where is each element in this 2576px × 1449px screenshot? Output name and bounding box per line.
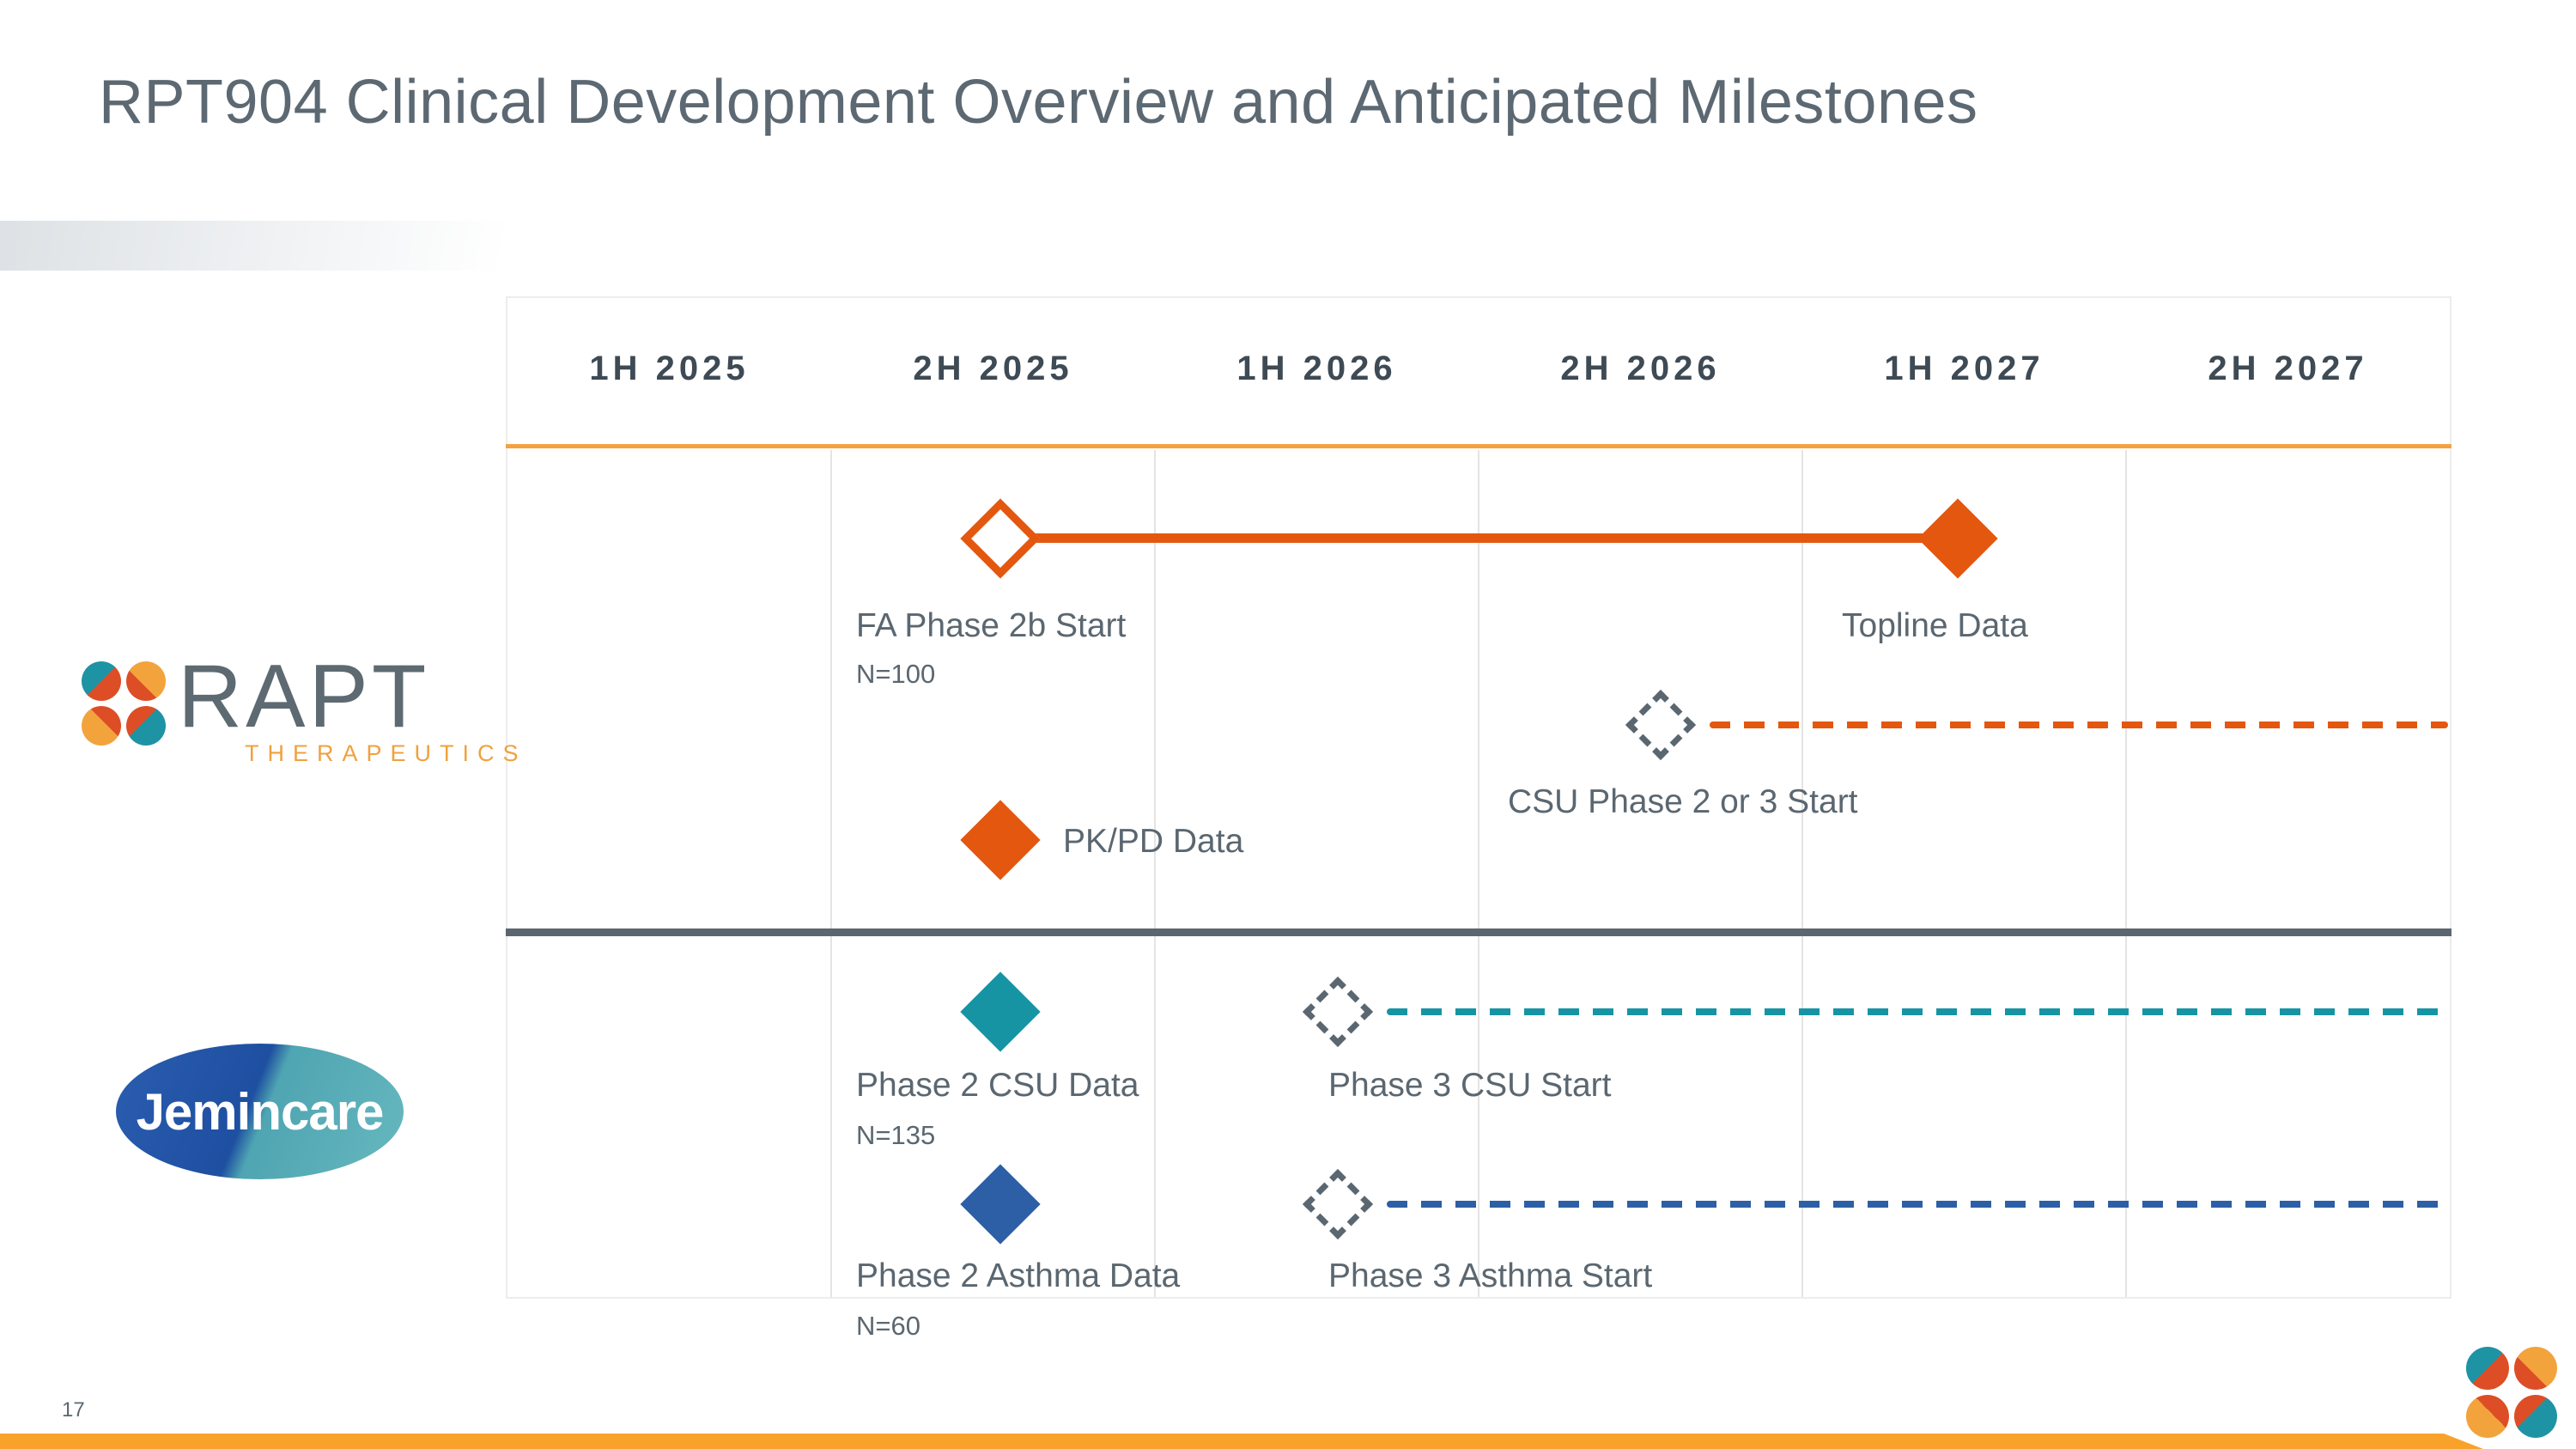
phase2-asthma-data-label: Phase 2 Asthma Data	[856, 1257, 1181, 1294]
pkpd-data-label: PK/PD Data	[1063, 823, 1244, 860]
column-gridline	[2125, 450, 2127, 1297]
column-gridline	[1478, 450, 1479, 1297]
rapt-dot-teal-icon	[82, 661, 121, 701]
phase2-asthma-n-label: N=60	[856, 1311, 920, 1341]
rapt-dot-teal-icon	[2466, 1347, 2509, 1390]
page-title: RPT904 Clinical Development Overview and…	[99, 68, 1978, 137]
topline-data-diamond-icon	[1917, 498, 1998, 579]
rapt-dot-amber-icon	[2514, 1347, 2557, 1390]
period-header-1h2027: 1H 2027	[1884, 350, 2044, 387]
title-band-shadow	[0, 221, 816, 271]
csu-phase-2-or-3-start-dashed-diamond-icon	[1625, 689, 1697, 761]
rapt-dot-teal-icon	[2514, 1395, 2557, 1438]
period-header-2h2027: 2H 2027	[2208, 350, 2368, 387]
timeline-header-rule	[506, 444, 2451, 448]
phase2-csu-data-label: Phase 2 CSU Data	[856, 1067, 1139, 1104]
jemincare-wordmark: Jemincare	[136, 1082, 385, 1141]
csu-phase-2-or-3-start-label: CSU Phase 2 or 3 Start	[1508, 783, 1858, 820]
rapt-therapeutics-subtitle: THERAPEUTICS	[245, 740, 527, 766]
fa-phase2b-n-label: N=100	[856, 659, 936, 689]
rapt-dot-amber-icon	[126, 661, 166, 701]
csu-phase-2-or-3-dashed-connector	[1710, 721, 2448, 728]
period-header-1h2026: 1H 2026	[1236, 350, 1397, 387]
milestone-timeline-chart: 1H 2025 2H 2025 1H 2026 2H 2026 1H 2027 …	[506, 296, 2451, 1341]
phase3-asthma-dashed-connector	[1387, 1201, 2448, 1208]
rapt-corner-mark-icon	[2466, 1347, 2557, 1438]
column-gridline	[830, 450, 832, 1297]
track-divider-line	[506, 928, 2451, 936]
phase3-csu-dashed-connector	[1387, 1008, 2448, 1015]
phase2-csu-data-diamond-icon	[960, 971, 1041, 1052]
period-header-2h2026: 2H 2026	[1560, 350, 1721, 387]
column-gridline	[1801, 450, 1803, 1297]
rapt-dot-teal-icon	[126, 706, 166, 746]
phase3-csu-start-label: Phase 3 CSU Start	[1328, 1067, 1612, 1104]
rapt-corner-dots-icon	[2466, 1347, 2557, 1438]
rapt-logo-text: RAPT THERAPEUTICS	[178, 647, 527, 767]
jemincare-logo: Jemincare	[116, 1044, 404, 1179]
rapt-dot-amber-icon	[82, 706, 121, 746]
rapt-dot-amber-icon	[2466, 1395, 2509, 1438]
period-header-1h2025: 1H 2025	[589, 350, 750, 387]
phase2-asthma-data-diamond-icon	[960, 1164, 1041, 1245]
phase2-csu-n-label: N=135	[856, 1120, 936, 1150]
rapt-logo-dots-icon	[82, 661, 166, 746]
pkpd-data-diamond-icon	[960, 800, 1041, 880]
phase3-asthma-start-dashed-diamond-icon	[1302, 1168, 1374, 1240]
phase3-csu-start-dashed-diamond-icon	[1302, 976, 1374, 1048]
bottom-accent-bar	[0, 1434, 2483, 1449]
topline-data-label: Topline Data	[1842, 607, 2028, 644]
rapt-wordmark: RAPT	[178, 647, 430, 746]
page-number: 17	[62, 1398, 85, 1422]
fa-phase2b-to-topline-connector	[1000, 533, 1958, 543]
fa-phase2b-start-open-diamond-icon	[960, 498, 1041, 579]
phase3-asthma-start-label: Phase 3 Asthma Start	[1328, 1257, 1653, 1294]
fa-phase2b-start-label: FA Phase 2b Start	[856, 607, 1127, 644]
period-header-2h2025: 2H 2025	[913, 350, 1073, 387]
rapt-therapeutics-logo: RAPT THERAPEUTICS	[82, 647, 527, 767]
column-gridline	[1154, 450, 1156, 1297]
